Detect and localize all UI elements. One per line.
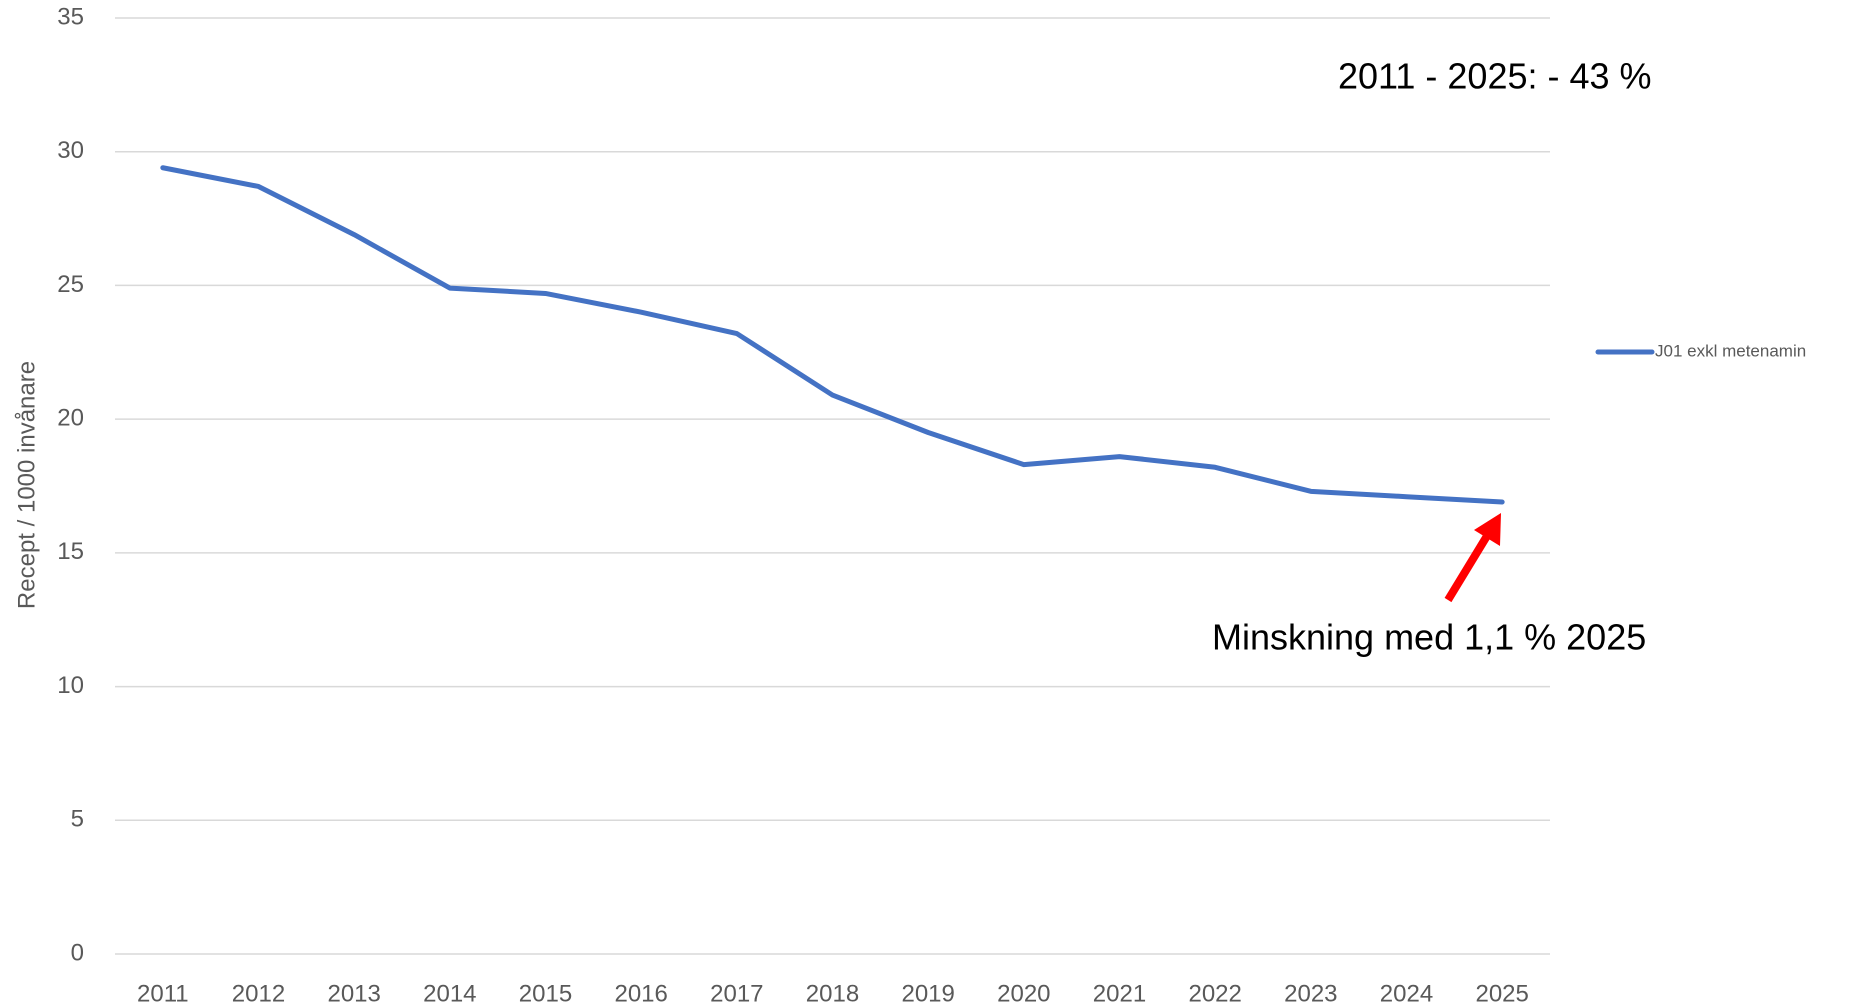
- annotation: 2011 - 2025: - 43 %: [1338, 56, 1652, 97]
- x-tick-label: 2011: [137, 980, 189, 1007]
- y-tick-label: 20: [57, 404, 84, 431]
- y-tick-label: 10: [57, 672, 84, 699]
- y-tick-label: 35: [57, 3, 84, 30]
- y-tick-label: 5: [71, 806, 84, 833]
- x-tick-label: 2014: [423, 980, 476, 1007]
- x-tick-label: 2013: [327, 980, 380, 1007]
- x-tick-label: 2017: [710, 980, 763, 1007]
- y-tick-label: 25: [57, 271, 84, 298]
- x-tick-label: 2022: [1188, 980, 1241, 1007]
- y-tick-label: 15: [57, 538, 84, 565]
- x-tick-label: 2020: [997, 980, 1050, 1007]
- series-line: [160, 165, 1505, 505]
- arrow: [1444, 513, 1501, 603]
- x-tick-label: 2012: [232, 980, 285, 1007]
- x-tick-label: 2023: [1284, 980, 1337, 1007]
- y-tick-label: 0: [71, 939, 84, 966]
- x-tick-label: 2021: [1093, 980, 1146, 1007]
- y-axis-label: Recept / 1000 invånare: [13, 361, 40, 609]
- x-tick-label: 2025: [1475, 980, 1528, 1007]
- y-tick-label: 30: [57, 137, 84, 164]
- x-tick-label: 2016: [614, 980, 667, 1007]
- x-tick-label: 2024: [1380, 980, 1433, 1007]
- x-tick-label: 2015: [519, 980, 572, 1007]
- legend-label: J01 exkl metenamin: [1655, 341, 1806, 360]
- x-tick-label: 2018: [806, 980, 859, 1007]
- x-tick-label: 2019: [901, 980, 954, 1007]
- annotation: Minskning med 1,1 % 2025: [1212, 617, 1646, 658]
